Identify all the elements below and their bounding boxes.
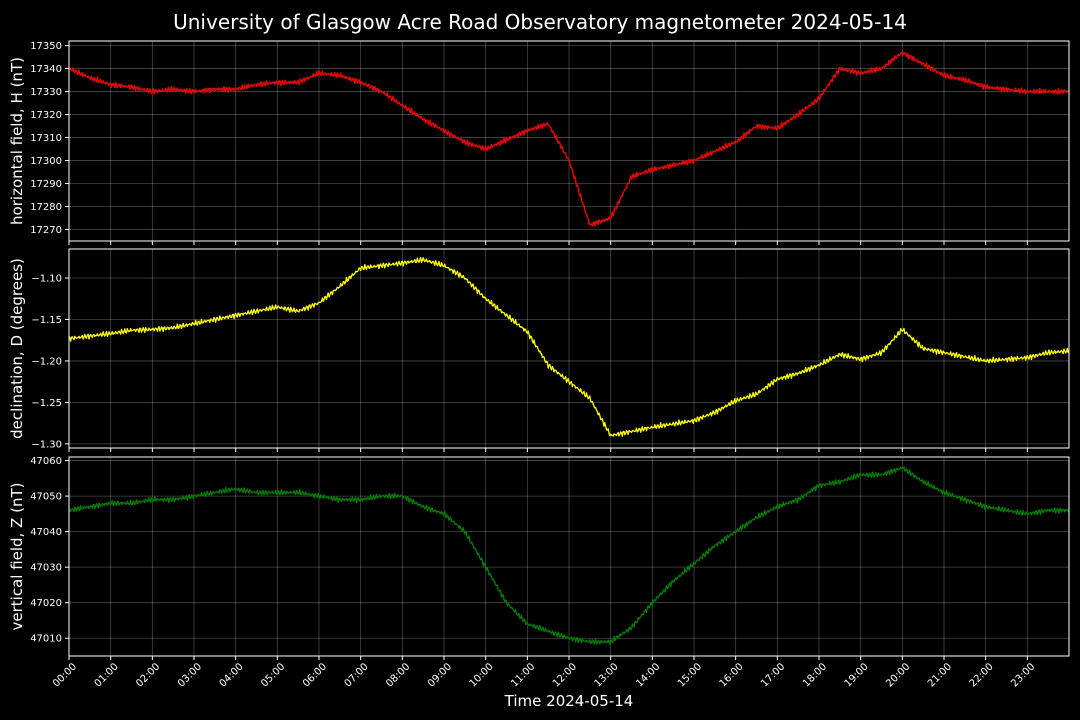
y-tick-label: 17280 [30, 202, 62, 213]
panel-frame [68, 456, 1070, 657]
y-tick-label: −1.15 [31, 315, 62, 326]
y-tick-label: 47020 [30, 598, 62, 609]
series-line-d [68, 256, 1070, 437]
y-tick-label: −1.20 [31, 356, 62, 367]
series-line-z [68, 466, 1070, 645]
panel-z: 47010 47020 47030 47040 47050 47060 vertical f… [8, 456, 1070, 660]
y-tick-label: 17310 [30, 133, 62, 144]
y-tick-label: 17320 [30, 110, 62, 121]
y-tick-label: 17290 [30, 179, 62, 190]
y-tick-label: 17330 [30, 87, 62, 98]
y-tick-label: 17350 [30, 41, 62, 52]
y-tick-label: 47050 [30, 492, 62, 503]
y-tick-label: 47060 [30, 456, 62, 467]
y-axis-label: declination, D (degrees) [8, 258, 26, 439]
y-tick-label: −1.25 [31, 398, 62, 409]
y-tick-label: 47030 [30, 563, 62, 574]
y-axis-label: vertical field, Z (nT) [8, 482, 26, 630]
y-tick-label: 47010 [30, 634, 62, 645]
series-line-h [68, 51, 1070, 227]
y-tick-label: 17340 [30, 64, 62, 75]
panel-h: 17270 17280 17290 17300 17310 17320 17330 17340… [8, 40, 1070, 245]
y-tick-label: 17300 [30, 156, 62, 167]
y-axis-label: horizontal field, H (nT) [8, 57, 26, 225]
x-axis-label: Time 2024-05-14 [504, 692, 634, 710]
panel-d: −1.10 −1.15 −1.20 −1.25 −1.30 declination, D … [8, 248, 1070, 452]
panel-frame [68, 248, 1070, 449]
panel-frame [68, 40, 1070, 242]
y-tick-label: 47040 [30, 527, 62, 538]
y-tick-label: −1.30 [31, 439, 62, 450]
y-tick-label: 17270 [30, 225, 62, 236]
chart-title: University of Glasgow Acre Road Observat… [173, 10, 907, 34]
y-tick-label: −1.10 [31, 274, 62, 285]
panels-group: 17270 17280 17290 17300 17310 17320 17330 17340… [8, 40, 1070, 660]
